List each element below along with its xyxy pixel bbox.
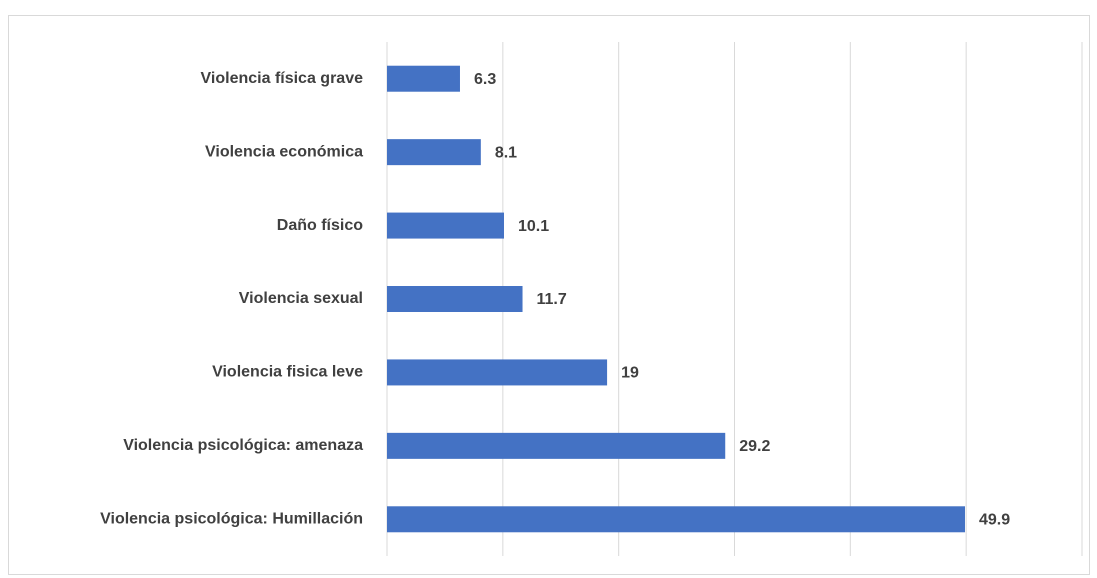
y-tick-label: Violencia psicológica: amenaza <box>123 437 363 454</box>
y-tick-label: Daño físico <box>277 217 363 234</box>
data-label: 6.3 <box>474 71 496 88</box>
data-label: 8.1 <box>495 144 517 161</box>
y-tick-label: Violencia fisica leve <box>212 364 363 381</box>
data-label: 49.9 <box>979 512 1010 529</box>
bar <box>387 359 608 386</box>
bar <box>387 65 460 92</box>
y-tick-label: Violencia física grave <box>201 70 364 87</box>
bar <box>387 286 523 312</box>
y-tick-label: Violencia psicológica: Humillación <box>100 511 363 528</box>
data-label: 19 <box>621 365 639 382</box>
y-tick-label: Violencia sexual <box>239 290 363 307</box>
bar <box>387 506 966 533</box>
bar <box>387 432 726 459</box>
data-label: 11.7 <box>537 291 567 308</box>
bar <box>387 139 481 166</box>
data-label: 10.1 <box>518 218 549 235</box>
chart-border <box>8 15 1090 575</box>
bar <box>387 212 504 239</box>
data-label: 29.2 <box>739 438 770 455</box>
y-tick-label: Violencia económica <box>205 143 363 160</box>
